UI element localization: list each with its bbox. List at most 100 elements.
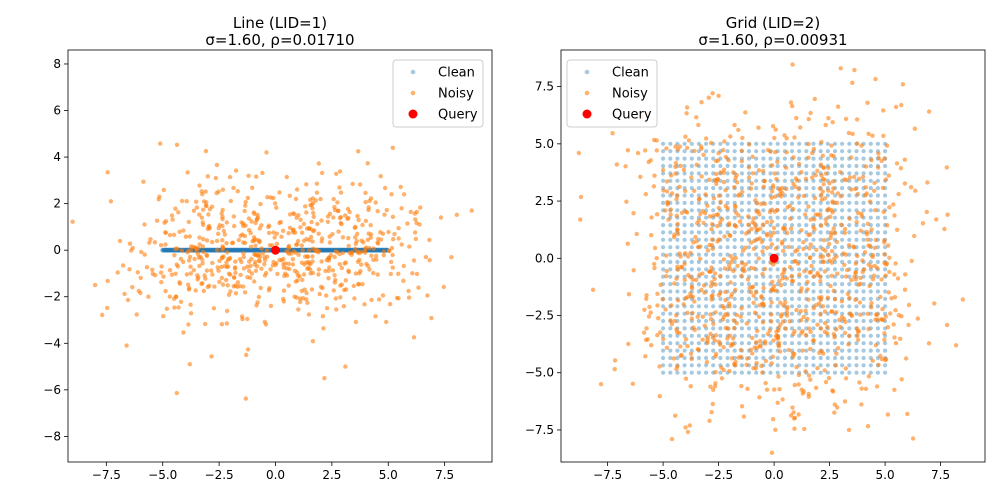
right-noisy-point xyxy=(808,329,813,335)
left-noisy-point xyxy=(301,272,307,277)
left-noisy-point xyxy=(306,265,311,271)
left-noisy-point xyxy=(368,223,373,228)
right-clean-point xyxy=(696,178,702,183)
right-noisy-point xyxy=(805,279,810,285)
right-noisy-point xyxy=(791,181,796,187)
right-clean-point xyxy=(768,267,773,272)
right-noisy-point xyxy=(624,199,629,204)
right-clean-point xyxy=(732,282,737,287)
right-noisy-point xyxy=(625,241,630,246)
left-noisy-point xyxy=(331,196,336,202)
right-noisy-point xyxy=(883,358,888,363)
right-noisy-point xyxy=(808,110,813,116)
right-noisy-point xyxy=(876,362,881,368)
right-noisy-point xyxy=(756,125,761,130)
right-noisy-point xyxy=(835,346,841,351)
right-noisy-point xyxy=(758,343,763,348)
left-axes-frame xyxy=(67,49,493,463)
right-noisy-point xyxy=(815,366,820,371)
right-noisy-point xyxy=(774,176,779,182)
left-noisy-point xyxy=(271,230,276,235)
right-clean-point xyxy=(725,237,730,242)
right-clean-point xyxy=(832,171,838,176)
right-noisy-point xyxy=(736,355,741,360)
right-noisy-point xyxy=(812,217,817,222)
left-noisy-point xyxy=(307,237,312,243)
right-noisy-point xyxy=(734,320,739,326)
right-clean-point xyxy=(661,304,666,309)
right-clean-point xyxy=(711,156,716,161)
right-noisy-point xyxy=(882,238,887,243)
right-noisy-point xyxy=(672,318,677,324)
right-noisy-point xyxy=(709,222,715,227)
left-noisy-point xyxy=(243,396,248,401)
right-noisy-point xyxy=(664,146,669,151)
right-noisy-point xyxy=(777,387,782,392)
right-noisy-point xyxy=(820,153,825,158)
right-clean-point xyxy=(861,156,866,161)
right-clean-point xyxy=(811,296,816,301)
right-clean-point xyxy=(661,326,666,331)
right-noisy-point xyxy=(684,105,690,110)
right-noisy-point xyxy=(610,131,615,136)
right-noisy-point xyxy=(778,322,783,327)
right-noisy-point xyxy=(674,276,679,281)
right-noisy-point xyxy=(830,179,836,184)
right-noisy-point xyxy=(712,384,718,389)
right-noisy-point xyxy=(689,356,694,362)
left-noisy-point xyxy=(396,236,401,241)
left-noisy-point xyxy=(352,296,357,301)
right-clean-point xyxy=(754,141,759,146)
right-clean-point xyxy=(675,237,680,242)
left-noisy-point xyxy=(184,272,190,277)
right-noisy-point xyxy=(835,104,841,109)
right-clean-point xyxy=(696,230,702,235)
right-noisy-point xyxy=(655,333,660,338)
right-noisy-point xyxy=(801,314,806,320)
right-clean-point xyxy=(668,237,673,242)
right-noisy-point xyxy=(685,294,690,300)
right-clean-point xyxy=(789,311,795,316)
right-noisy-point xyxy=(837,317,842,323)
right-noisy-point xyxy=(642,307,647,312)
left-noisy-point xyxy=(382,212,387,217)
right-noisy-point xyxy=(681,167,687,172)
right-clean-point xyxy=(854,171,859,176)
right-clean-point xyxy=(725,141,730,146)
right-noisy-point xyxy=(819,139,824,145)
right-noisy-point xyxy=(649,215,654,220)
right-noisy-point xyxy=(770,124,776,129)
left-query-series xyxy=(271,245,280,255)
right-noisy-point xyxy=(674,193,680,198)
right-noisy-point xyxy=(856,329,861,334)
left-noisy-point xyxy=(216,231,221,236)
left-noisy-point xyxy=(319,236,325,241)
right-clean-point xyxy=(825,149,830,154)
right-noisy-point xyxy=(800,391,805,396)
left-noisy-point xyxy=(327,234,332,239)
left-noisy-point xyxy=(411,335,417,340)
right-noisy-point xyxy=(752,310,758,315)
right-clean-point xyxy=(847,259,852,265)
left-noisy-point xyxy=(167,268,173,273)
right-clean-point xyxy=(718,267,723,272)
right-clean-point xyxy=(825,156,830,161)
left-noisy-point xyxy=(186,219,191,225)
right-x-tick-label: −5.0 xyxy=(649,468,678,482)
right-noisy-point xyxy=(701,152,706,157)
right-clean-point xyxy=(704,267,709,272)
right-noisy-point xyxy=(822,196,828,201)
right-clean-point xyxy=(754,370,759,375)
right-noisy-point xyxy=(762,178,767,184)
right-clean-point xyxy=(789,326,795,331)
left-noisy-point xyxy=(220,223,225,229)
right-clean-point xyxy=(854,215,859,220)
right-noisy-point xyxy=(829,273,834,278)
right-noisy-point xyxy=(826,165,831,171)
right-noisy-point xyxy=(721,179,727,185)
right-clean-point xyxy=(832,149,838,154)
left-noisy-point xyxy=(343,260,348,265)
left-noisy-point xyxy=(286,246,292,251)
right-noisy-point xyxy=(712,271,718,276)
right-noisy-point xyxy=(655,303,660,308)
